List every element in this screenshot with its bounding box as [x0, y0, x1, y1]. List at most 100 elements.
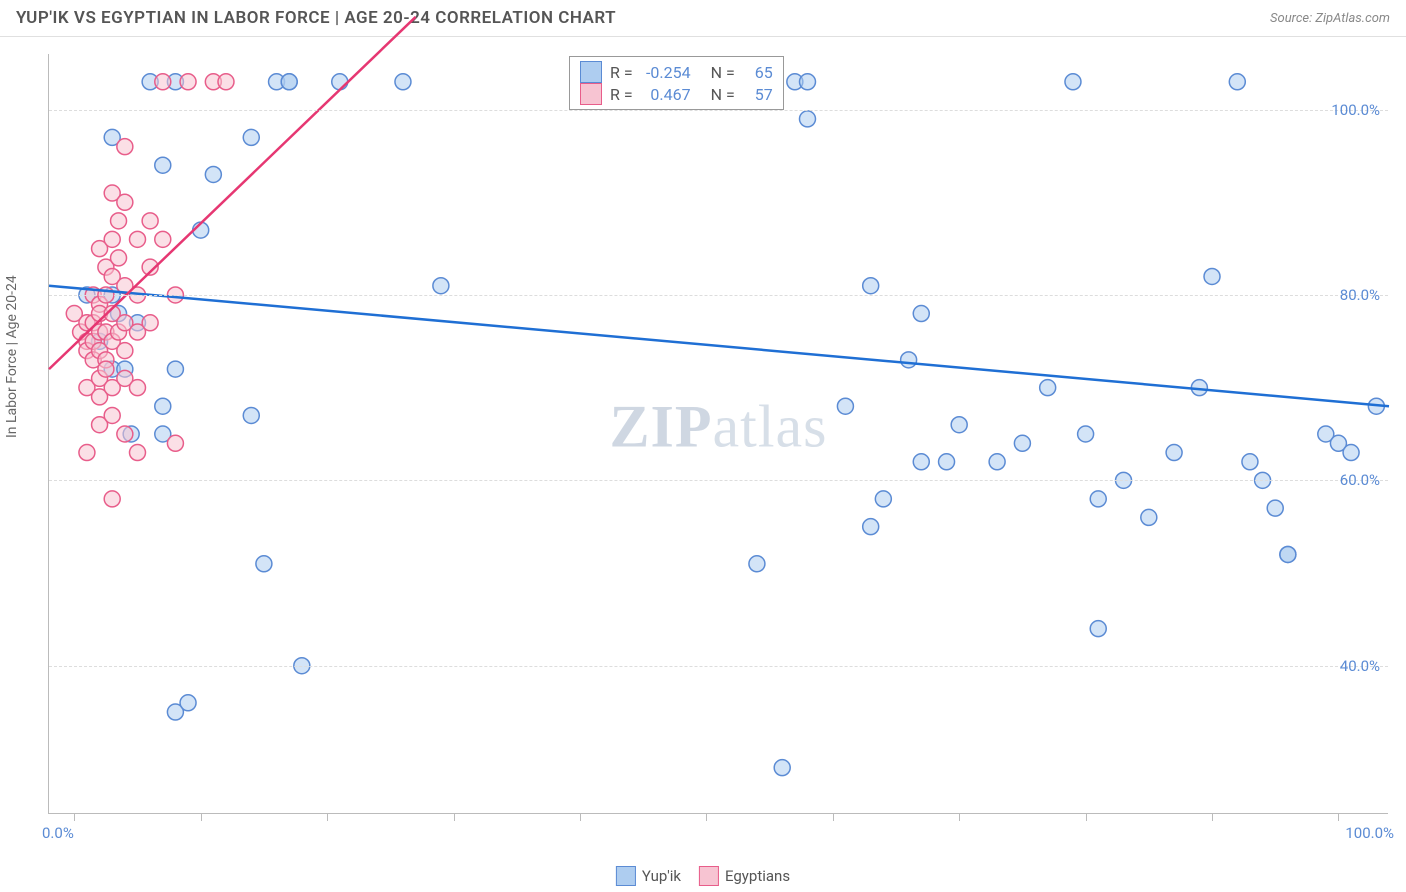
- data-point: [913, 454, 929, 470]
- gridline: [49, 295, 1388, 296]
- data-point: [749, 556, 765, 572]
- legend-stat-row: R = 0.467 N = 57: [580, 83, 773, 105]
- data-point: [111, 213, 127, 229]
- data-point: [167, 361, 183, 377]
- data-point: [1343, 445, 1359, 461]
- data-point: [939, 454, 955, 470]
- scatter-plot: ZIPatlas R =-0.254N =65R =0.467N =57 40.…: [48, 54, 1388, 814]
- gridline: [49, 666, 1388, 667]
- r-label: R =: [610, 85, 633, 104]
- r-label: R =: [610, 63, 633, 82]
- y-tick-label: 40.0%: [1340, 657, 1380, 675]
- legend-swatch: [580, 61, 602, 83]
- y-tick-label: 100.0%: [1331, 101, 1380, 119]
- x-tick: [833, 813, 834, 821]
- data-point: [837, 398, 853, 414]
- series-legend: Yup'ik Egyptians: [616, 866, 790, 886]
- data-point: [863, 278, 879, 294]
- data-point: [281, 74, 297, 90]
- x-tick: [1086, 813, 1087, 821]
- data-point: [799, 74, 815, 90]
- data-point: [799, 111, 815, 127]
- title-bar: YUP'IK VS EGYPTIAN IN LABOR FORCE | AGE …: [0, 0, 1406, 37]
- data-point: [243, 407, 259, 423]
- data-point: [117, 426, 133, 442]
- data-point: [1014, 435, 1030, 451]
- x-tick: [580, 813, 581, 821]
- gridline: [49, 480, 1388, 481]
- legend-item: Egyptians: [699, 866, 790, 886]
- x-min-label: 0.0%: [42, 824, 74, 842]
- n-value: 57: [743, 85, 773, 104]
- trend-line: [49, 286, 1389, 406]
- legend-swatch: [699, 866, 719, 886]
- data-point: [1267, 500, 1283, 516]
- x-tick: [327, 813, 328, 821]
- data-point: [433, 278, 449, 294]
- data-point: [256, 556, 272, 572]
- x-tick: [706, 813, 707, 821]
- data-point: [1280, 546, 1296, 562]
- n-value: 65: [743, 63, 773, 82]
- data-point: [180, 695, 196, 711]
- x-axis-labels: 0.0% 100.0%: [48, 824, 1388, 844]
- data-point: [104, 407, 120, 423]
- data-point: [155, 398, 171, 414]
- chart-title: YUP'IK VS EGYPTIAN IN LABOR FORCE | AGE …: [16, 8, 616, 28]
- legend-label: Egyptians: [725, 867, 790, 885]
- data-point: [875, 491, 891, 507]
- data-point: [1078, 426, 1094, 442]
- data-point: [901, 352, 917, 368]
- data-point: [155, 74, 171, 90]
- data-point: [98, 361, 114, 377]
- legend-stat-row: R = -0.254 N = 65: [580, 61, 773, 83]
- data-point: [218, 74, 234, 90]
- x-max-label: 100.0%: [1345, 824, 1394, 842]
- data-point: [913, 306, 929, 322]
- data-point: [1229, 74, 1245, 90]
- data-point: [129, 445, 145, 461]
- x-tick: [74, 813, 75, 821]
- data-point: [1141, 509, 1157, 525]
- y-axis-title: In Labor Force | Age 20-24: [4, 275, 20, 438]
- source-label: Source: ZipAtlas.com: [1270, 11, 1390, 26]
- r-value: -0.254: [641, 63, 691, 82]
- data-point: [180, 74, 196, 90]
- data-point: [142, 213, 158, 229]
- data-point: [104, 231, 120, 247]
- data-point: [111, 250, 127, 266]
- data-point: [1040, 380, 1056, 396]
- data-point: [155, 231, 171, 247]
- data-point: [79, 445, 95, 461]
- data-point: [142, 315, 158, 331]
- data-point: [1065, 74, 1081, 90]
- n-label: N =: [711, 85, 735, 104]
- data-point: [332, 74, 348, 90]
- data-point: [129, 231, 145, 247]
- gridline: [49, 110, 1388, 111]
- r-value: 0.467: [641, 85, 691, 104]
- data-point: [951, 417, 967, 433]
- data-point: [1166, 445, 1182, 461]
- data-point: [1204, 268, 1220, 284]
- x-tick: [201, 813, 202, 821]
- y-tick-label: 80.0%: [1340, 286, 1380, 304]
- legend-label: Yup'ik: [642, 867, 681, 885]
- data-point: [205, 166, 221, 182]
- x-tick: [454, 813, 455, 821]
- data-point: [395, 74, 411, 90]
- data-point: [989, 454, 1005, 470]
- x-tick: [1212, 813, 1213, 821]
- data-point: [117, 343, 133, 359]
- y-tick-label: 60.0%: [1340, 471, 1380, 489]
- data-point: [117, 139, 133, 155]
- correlation-legend: R = -0.254 N = 65 R = 0.467 N = 57: [569, 56, 784, 110]
- legend-item: Yup'ik: [616, 866, 681, 886]
- data-point: [129, 380, 145, 396]
- data-point: [243, 129, 259, 145]
- n-label: N =: [711, 63, 735, 82]
- data-point: [117, 194, 133, 210]
- data-point: [863, 519, 879, 535]
- x-tick: [1338, 813, 1339, 821]
- legend-swatch: [616, 866, 636, 886]
